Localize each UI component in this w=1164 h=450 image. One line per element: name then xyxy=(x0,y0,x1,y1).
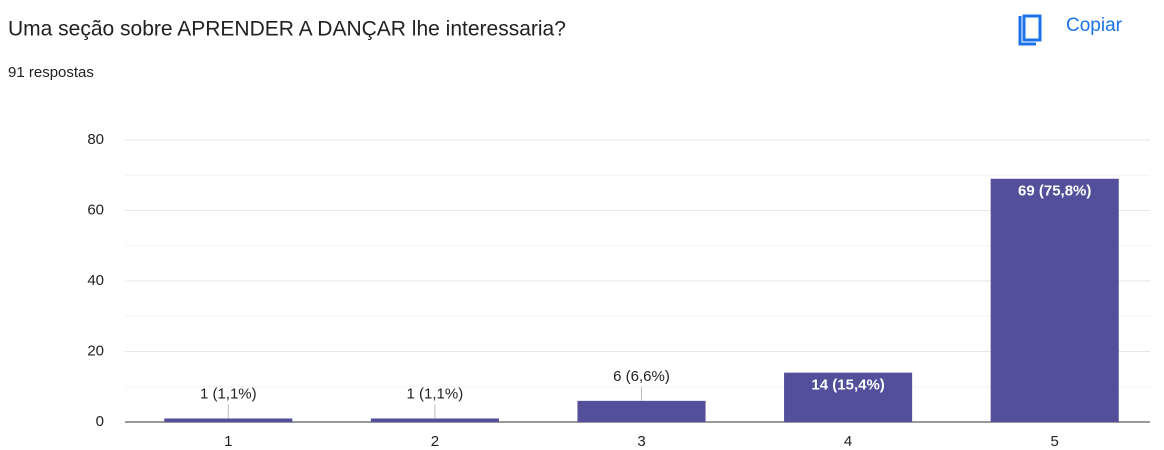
copy-label: Copiar xyxy=(1066,15,1123,36)
bar xyxy=(784,372,913,422)
value-label: 1 (1,1%) xyxy=(407,385,464,402)
copy-button[interactable]: Copiar xyxy=(1018,14,1123,46)
chart-title: Uma seção sobre APRENDER A DANÇAR lhe in… xyxy=(8,18,566,41)
value-label: 69 (75,8%) xyxy=(1018,183,1091,200)
x-tick-label: 3 xyxy=(637,433,645,450)
bar xyxy=(990,178,1119,422)
y-tick-label: 60 xyxy=(87,201,104,218)
copy-icon xyxy=(1022,14,1042,42)
copy-icon-back xyxy=(1018,16,1036,46)
x-tick-label: 2 xyxy=(431,433,439,450)
y-tick-label: 0 xyxy=(96,413,104,430)
y-tick-label: 80 xyxy=(87,131,104,148)
bar xyxy=(370,418,499,422)
x-tick-label: 5 xyxy=(1051,433,1059,450)
y-tick-label: 20 xyxy=(87,342,104,359)
bar xyxy=(577,400,706,422)
value-label: 1 (1,1%) xyxy=(200,385,257,402)
bar xyxy=(164,418,293,422)
chart-subtitle: 91 respostas xyxy=(8,64,94,81)
x-tick-label: 1 xyxy=(224,433,232,450)
value-label: 6 (6,6%) xyxy=(613,368,670,385)
value-label: 14 (15,4%) xyxy=(811,377,884,394)
x-tick-label: 4 xyxy=(844,433,852,450)
y-tick-label: 40 xyxy=(87,272,104,289)
